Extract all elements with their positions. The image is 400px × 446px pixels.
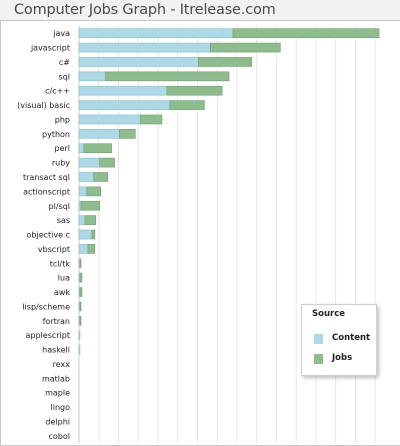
bar-jobs[interactable] [209,42,281,53]
category-label: haskell [42,346,70,355]
bar-jobs[interactable] [119,129,136,139]
bar-jobs[interactable] [87,244,96,254]
category-label: sas [57,216,70,225]
legend-label-content: Content [332,333,371,343]
bar-content[interactable] [78,129,120,139]
category-label: c# [59,58,70,67]
bar-content[interactable] [78,215,86,225]
bar-content[interactable] [78,85,168,96]
bar-jobs[interactable] [79,287,83,297]
bar-jobs[interactable] [105,71,230,82]
category-label: vbscript [38,245,70,254]
category-label: sql [59,72,70,81]
legend-swatch-jobs [314,354,323,364]
bar-content[interactable] [78,172,95,182]
bar-jobs[interactable] [80,200,101,211]
category-label: delphi [45,417,70,426]
category-label: fortran [43,317,70,326]
bar-jobs[interactable] [79,315,82,326]
category-label: lingo [51,403,71,412]
bar-jobs[interactable] [79,258,82,269]
category-label: objective c [27,231,70,240]
legend-title: Source [312,309,346,319]
bar-jobs[interactable] [86,186,102,197]
bar-content[interactable] [78,57,199,67]
category-label: actionscript [23,187,70,196]
bar-jobs[interactable] [84,215,97,225]
bar-jobs[interactable] [169,100,205,110]
category-label: lua [58,274,70,283]
bar-content[interactable] [78,186,88,197]
bar-jobs[interactable] [91,229,96,240]
category-label: maple [45,389,70,398]
category-label: php [55,115,70,124]
bar-content[interactable] [78,244,89,254]
category-label: awk [54,288,70,297]
legend-swatch-content [314,334,323,344]
category-label: matlab [42,374,70,383]
bar-content[interactable] [78,42,211,53]
bar-jobs[interactable] [139,114,163,125]
bar-content[interactable] [78,100,171,110]
category-label: applescript [26,331,71,340]
category-label: transact sql [23,173,70,182]
category-label: c/c++ [45,87,70,96]
bar-jobs[interactable] [79,301,82,312]
bar-content[interactable] [78,71,106,82]
category-label: javascript [30,44,70,53]
bar-content[interactable] [78,157,101,168]
category-label: lisp/scheme [22,302,70,311]
bar-content[interactable] [78,330,81,340]
bar-content[interactable] [78,229,93,240]
category-label: java [52,29,70,38]
category-label: cobol [49,432,71,441]
bar-jobs[interactable] [232,28,380,38]
bar-jobs[interactable] [83,143,112,154]
category-label: ruby [52,159,70,168]
legend: Source Content Jobs [301,304,377,376]
bar-content[interactable] [78,344,81,355]
bar-content[interactable] [78,28,234,38]
chart-title: Computer Jobs Graph - Itrelease.com [14,2,276,18]
category-labels: java javascript c# sql c/c++ (visual) basic ph… [17,29,70,441]
bar-jobs[interactable] [93,172,108,182]
category-label: rexx [53,360,71,369]
legend-label-jobs: Jobs [332,353,353,363]
category-label: python [42,130,70,139]
bars [78,28,380,355]
category-label: tcl/tk [50,259,71,268]
category-label: pl/sql [49,202,70,211]
bar-jobs[interactable] [79,272,83,283]
bar-jobs[interactable] [198,57,253,67]
bar-jobs[interactable] [99,157,115,168]
bar-chart: java javascript c# sql c/c++ (visual) basic ph… [17,26,380,444]
category-label: perl [54,144,70,153]
bar-jobs[interactable] [166,85,223,96]
bar-content[interactable] [78,143,85,154]
bar-content[interactable] [78,114,141,125]
category-label: (visual) basic [17,101,70,110]
